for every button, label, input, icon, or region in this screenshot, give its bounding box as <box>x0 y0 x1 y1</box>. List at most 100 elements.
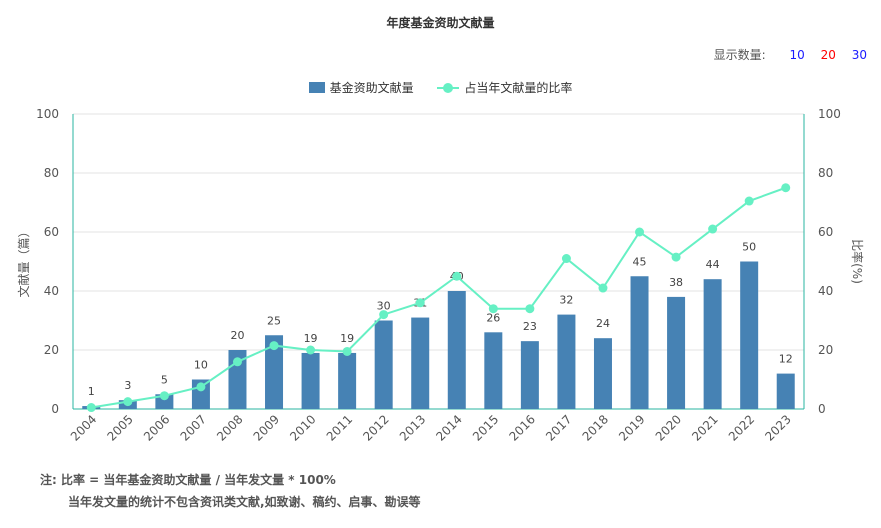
ratio-point <box>781 183 791 193</box>
bar-value-label: 30 <box>377 300 391 313</box>
ratio-point <box>561 254 571 264</box>
ratio-series-line <box>91 186 787 409</box>
x-axis-tick-label: 2018 <box>580 412 611 443</box>
y2-axis-tick-label: 60 <box>818 225 833 239</box>
bar-value-label: 12 <box>779 353 793 366</box>
display-count-option-10[interactable]: 10 <box>789 48 805 62</box>
ratio-point <box>379 310 389 320</box>
line-series-name: 占当年文献量的比率 <box>464 81 573 95</box>
bar-value-label: 26 <box>486 311 500 324</box>
bar-value-label: 19 <box>304 332 318 345</box>
bar-value-label: 44 <box>706 258 720 271</box>
bar <box>630 276 649 409</box>
ratio-point <box>269 341 279 351</box>
y2-axis-tick-label: 40 <box>818 284 833 298</box>
bar-value-label: 19 <box>340 332 354 345</box>
y-axis-tick-label: 80 <box>44 166 59 180</box>
ratio-point <box>525 304 535 314</box>
x-axis-tick-label: 2012 <box>360 412 391 443</box>
legend-item-line-series[interactable]: 占当年文献量的比率 <box>437 79 572 96</box>
note-ratio-formula: 注: 比率 = 当年基金资助文献量 / 当年发文量 * 100% <box>40 473 336 487</box>
ratio-point <box>744 196 754 206</box>
ratio-point <box>306 345 316 355</box>
ratio-point <box>342 346 352 356</box>
ratio-point <box>708 224 718 234</box>
y2-axis-tick-label: 20 <box>818 343 833 357</box>
x-axis-tick-label: 2008 <box>214 412 245 443</box>
ratio-point <box>196 382 206 392</box>
y2-axis-title: 比率(%) <box>850 239 865 284</box>
ratio-point <box>671 252 681 262</box>
bar <box>265 335 284 409</box>
y-axis-tick-label: 100 <box>36 107 59 121</box>
bar <box>776 373 795 409</box>
bar <box>447 291 466 409</box>
x-axis-tick-label: 2007 <box>178 412 209 443</box>
bar <box>374 320 393 409</box>
bar <box>484 332 503 409</box>
display-count-selector: 显示数量: 10 20 30 <box>714 46 867 63</box>
note-exclusions: 当年发文量的统计不包含资讯类文献,如致谢、稿约、启事、勘误等 <box>68 495 421 509</box>
y-axis-tick-label: 40 <box>44 284 59 298</box>
legend-item-bar-series[interactable]: 基金资助文献量 <box>308 79 414 96</box>
bar-value-label: 25 <box>267 314 281 327</box>
x-axis-tick-label: 2015 <box>470 412 501 443</box>
x-axis-tick-label: 2016 <box>506 412 537 443</box>
bar-value-label: 1 <box>88 385 95 398</box>
bar-value-label: 3 <box>124 379 131 392</box>
bar-value-label: 23 <box>523 320 537 333</box>
ratio-point <box>415 298 425 308</box>
x-axis-tick-label: 2021 <box>689 412 720 443</box>
display-count-option-20[interactable]: 20 <box>820 48 836 62</box>
bar-value-label: 20 <box>230 329 244 342</box>
ratio-point <box>488 304 498 314</box>
x-axis-tick-label: 2020 <box>653 412 684 443</box>
bar <box>520 341 539 409</box>
bar <box>338 352 357 409</box>
x-axis-tick-label: 2014 <box>433 412 464 443</box>
ratio-point <box>232 357 242 367</box>
x-axis-tick-label: 2006 <box>141 412 172 443</box>
ratio-point <box>635 227 645 237</box>
chart-notes: 注: 比率 = 当年基金资助文献量 / 当年发文量 * 100% 当年发文量的统… <box>40 469 421 513</box>
ratio-point <box>123 397 133 407</box>
x-axis-tick-label: 2022 <box>726 412 757 443</box>
bar <box>703 279 722 409</box>
x-axis-tick-label: 2017 <box>543 412 574 443</box>
display-count-option-30[interactable]: 30 <box>851 48 867 62</box>
ratio-point <box>452 271 462 281</box>
y-axis-tick-label: 20 <box>44 343 59 357</box>
bar-value-label: 24 <box>596 317 610 330</box>
bar-value-label: 45 <box>633 255 647 268</box>
y-axis-tick-label: 60 <box>44 225 59 239</box>
chart-title: 年度基金资助文献量 <box>386 16 495 30</box>
bar-series-name: 基金资助文献量 <box>329 81 414 95</box>
x-axis-tick-label: 2004 <box>68 412 99 443</box>
bar-value-label: 50 <box>742 241 756 254</box>
x-axis-tick-label: 2023 <box>762 412 793 443</box>
display-count-label: 显示数量: <box>713 48 766 62</box>
bar <box>557 314 576 409</box>
x-axis-tick-label: 2011 <box>324 412 355 443</box>
ratio-point <box>159 391 169 401</box>
line-series-swatch <box>437 82 460 93</box>
bar-series-swatch <box>308 82 325 93</box>
y-axis-tick-label: 0 <box>51 402 59 416</box>
x-axis-tick-label: 2010 <box>287 412 318 443</box>
bar <box>411 317 430 409</box>
chart-legend: 基金资助文献量 占当年文献量的比率 <box>0 79 881 96</box>
y2-axis-tick-label: 0 <box>818 402 826 416</box>
bar <box>155 394 174 409</box>
bar <box>301 352 320 409</box>
bar-value-label: 32 <box>559 294 573 307</box>
bar-value-label: 10 <box>194 359 208 372</box>
ratio-point <box>86 403 96 413</box>
x-axis-tick-label: 2013 <box>397 412 428 443</box>
bar <box>740 261 759 409</box>
bar-value-label: 38 <box>669 276 683 289</box>
x-axis-tick-label: 2019 <box>616 412 647 443</box>
x-axis-tick-label: 2009 <box>251 412 282 443</box>
ratio-point <box>598 283 608 293</box>
y2-axis-tick-label: 80 <box>818 166 833 180</box>
